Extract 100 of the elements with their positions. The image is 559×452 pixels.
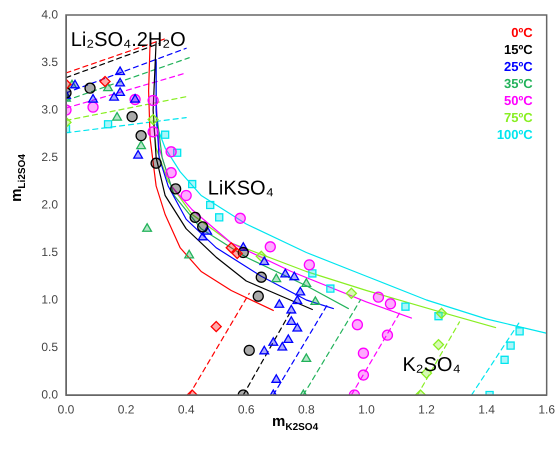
point	[515, 327, 524, 336]
point	[268, 337, 278, 346]
y-tick-label: 0.5	[41, 340, 58, 354]
point	[133, 150, 144, 159]
point	[346, 288, 358, 299]
y-tick-label: 1.0	[41, 292, 58, 306]
point	[271, 273, 282, 282]
point	[271, 374, 282, 383]
y-tick-label: 3.0	[41, 102, 58, 116]
point	[147, 94, 159, 106]
point	[264, 241, 276, 252]
point	[104, 120, 112, 128]
point	[283, 334, 294, 344]
point	[190, 212, 201, 223]
point	[382, 330, 394, 341]
point	[135, 130, 147, 142]
point	[244, 344, 255, 356]
point	[180, 190, 192, 202]
point	[150, 158, 162, 169]
point	[147, 126, 159, 138]
point	[70, 80, 80, 88]
point	[136, 140, 146, 150]
point	[126, 111, 138, 122]
x-tick-label: 0.4	[178, 402, 195, 417]
point	[87, 102, 99, 113]
point	[292, 322, 302, 332]
point	[103, 82, 114, 92]
point	[210, 320, 222, 332]
text: 50ºC	[504, 93, 534, 108]
x-tick-label: 1.4	[478, 402, 496, 417]
point	[215, 213, 224, 222]
point	[286, 316, 296, 325]
point	[160, 130, 170, 139]
point	[115, 66, 126, 76]
x-tick-label: 0.0	[58, 402, 75, 417]
point	[289, 272, 300, 280]
point	[109, 92, 120, 101]
point	[232, 248, 243, 260]
point	[142, 223, 152, 232]
point	[115, 87, 126, 96]
text: 25ºC	[504, 59, 534, 74]
x-tick-label: 0.6	[238, 402, 255, 417]
point	[234, 212, 246, 224]
y-tick-label: 4.0	[41, 7, 58, 22]
point	[188, 180, 196, 188]
point	[84, 82, 96, 94]
point	[88, 94, 98, 103]
point	[184, 250, 194, 258]
y-tick-label: 2.0	[41, 197, 58, 212]
text: 35ºC	[504, 76, 534, 91]
point	[372, 292, 384, 303]
y-tick-label: 3.5	[41, 54, 58, 69]
point	[277, 342, 288, 351]
point	[130, 94, 140, 103]
point	[304, 259, 315, 270]
point	[292, 295, 302, 304]
text: 100ºC	[496, 127, 534, 142]
x-tick-label: 1.2	[418, 402, 436, 417]
annotation: K₂SO₄	[402, 354, 461, 376]
point	[301, 353, 312, 362]
y-tick-label: 0.0	[41, 387, 58, 402]
point	[165, 167, 177, 178]
annotation: LiKSO₄	[208, 177, 274, 200]
y-tick-label: 2.5	[41, 150, 58, 164]
point	[206, 200, 214, 210]
x-tick-label: 1.0	[358, 402, 376, 417]
point	[147, 114, 159, 126]
point	[310, 296, 320, 306]
point	[259, 256, 270, 266]
point	[384, 298, 396, 310]
point	[165, 146, 177, 158]
point	[198, 232, 208, 240]
x-tick-label: 0.2	[118, 402, 135, 417]
point	[500, 356, 509, 364]
point	[352, 319, 364, 330]
text: 0ºC	[511, 25, 534, 40]
y-tick-label: 1.5	[41, 244, 58, 259]
point	[506, 341, 515, 350]
point	[295, 286, 306, 296]
point	[259, 346, 270, 354]
point	[170, 183, 182, 194]
point	[280, 268, 290, 278]
point	[301, 278, 312, 287]
text: 75ºC	[504, 110, 534, 125]
point	[99, 76, 111, 88]
point	[256, 272, 267, 283]
x-tick-label: 1.6	[538, 402, 556, 417]
point	[115, 78, 126, 87]
point	[436, 308, 448, 319]
point	[112, 112, 122, 121]
annotation: Li₂SO₄.2H₂O	[70, 29, 186, 52]
text: 15ºC	[504, 42, 534, 57]
point	[358, 369, 370, 381]
point	[226, 242, 237, 254]
point	[286, 304, 296, 314]
point	[358, 348, 370, 359]
point	[432, 339, 444, 350]
point	[252, 290, 264, 302]
point	[197, 221, 208, 232]
point	[308, 269, 317, 278]
